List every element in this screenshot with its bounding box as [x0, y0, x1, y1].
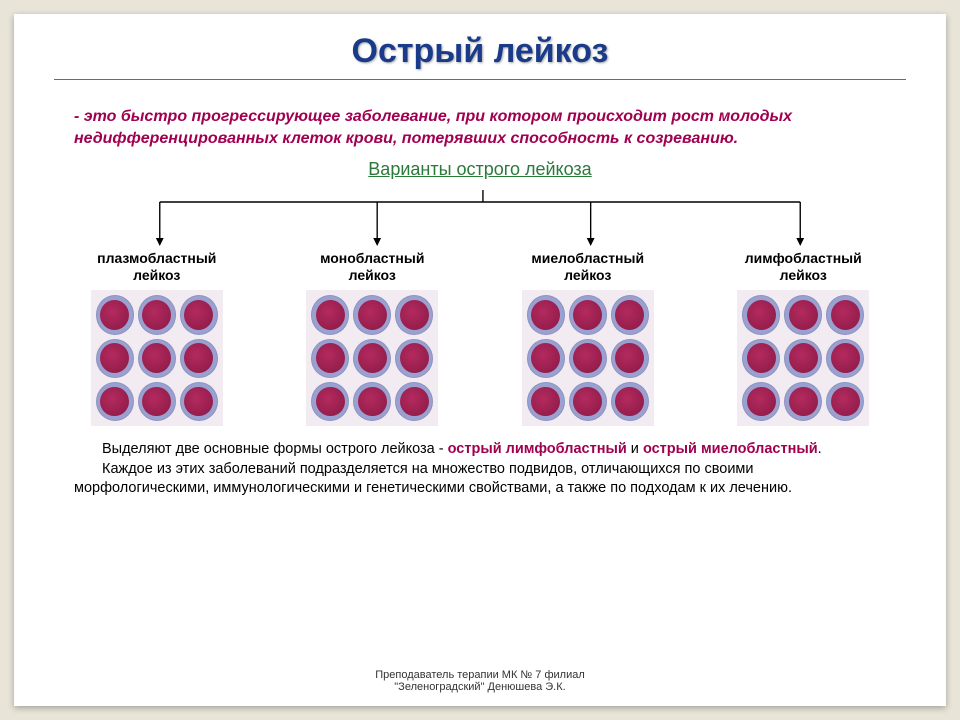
blood-cell-icon — [395, 295, 433, 334]
photo-frame: Острый лейкоз - это быстро прогрессирующ… — [0, 0, 960, 720]
blood-cell-icon — [353, 382, 391, 421]
blood-cell-icon — [180, 295, 218, 334]
blood-cell-icon — [138, 295, 176, 334]
blood-cell-icon — [138, 339, 176, 378]
footer-line2: "Зеленоградский" Денюшева Э.К. — [14, 681, 946, 694]
blood-cell-icon — [569, 339, 607, 378]
slide-canvas: Острый лейкоз - это быстро прогрессирующ… — [14, 14, 946, 706]
blood-cell-icon — [527, 382, 565, 421]
blood-cell-icon — [138, 382, 176, 421]
subtype-2: миелобластный лейкоз — [485, 250, 691, 426]
blood-cell-icon — [395, 382, 433, 421]
bottom-p1: Выделяют две основные формы острого лейк… — [74, 440, 886, 460]
blood-cell-icon — [742, 382, 780, 421]
p1-mid: и — [627, 441, 643, 457]
variants-heading: Варианты острого лейкоза — [54, 159, 906, 180]
blood-cell-icon — [395, 339, 433, 378]
subtype-0: плазмобластный лейкоз — [54, 250, 260, 426]
p1-hl2: острый миелобластный — [643, 441, 818, 457]
blood-cell-icon — [826, 339, 864, 378]
title-rule — [54, 79, 906, 80]
intro-dash: - — [74, 108, 79, 125]
blood-cell-icon — [96, 339, 134, 378]
subtype-1: монобластный лейкоз — [270, 250, 476, 426]
blood-cell-icon — [353, 339, 391, 378]
intro-text: это быстро прогрессирующее заболевание, … — [74, 108, 792, 147]
subtype-label: миелобластный лейкоз — [485, 250, 691, 284]
blood-cell-icon — [527, 295, 565, 334]
blood-cell-icon — [784, 295, 822, 334]
blood-cell-icon — [569, 382, 607, 421]
blood-cell-icon — [311, 295, 349, 334]
blood-cell-icon — [611, 382, 649, 421]
blood-cell-icon — [569, 295, 607, 334]
cell-panel — [91, 290, 223, 426]
slide-title: Острый лейкоз — [54, 32, 906, 71]
blood-cell-icon — [826, 295, 864, 334]
blood-cell-icon — [96, 382, 134, 421]
subtype-label: монобластный лейкоз — [270, 250, 476, 284]
blood-cell-icon — [353, 295, 391, 334]
blood-cell-icon — [742, 339, 780, 378]
p1-pre: Выделяют две основные формы острого лейк… — [102, 441, 448, 457]
blood-cell-icon — [611, 339, 649, 378]
footer-line1: Преподаватель терапии МК № 7 филиал — [14, 669, 946, 682]
blood-cell-icon — [611, 295, 649, 334]
footer: Преподаватель терапии МК № 7 филиал "Зел… — [14, 669, 946, 694]
blood-cell-icon — [311, 339, 349, 378]
p1-hl1: острый лимфобластный — [448, 441, 627, 457]
blood-cell-icon — [784, 339, 822, 378]
blood-cell-icon — [180, 382, 218, 421]
blood-cell-icon — [826, 382, 864, 421]
intro-paragraph: - это быстро прогрессирующее заболевание… — [54, 106, 906, 149]
blood-cell-icon — [311, 382, 349, 421]
blood-cell-icon — [180, 339, 218, 378]
subtype-label: плазмобластный лейкоз — [54, 250, 260, 284]
bottom-text: Выделяют две основные формы острого лейк… — [54, 440, 906, 499]
cell-panel — [522, 290, 654, 426]
blood-cell-icon — [784, 382, 822, 421]
blood-cell-icon — [527, 339, 565, 378]
subtype-row: плазмобластный лейкоз монобластный лейкоз… — [54, 250, 906, 426]
subtype-label: лимфобластный лейкоз — [701, 250, 907, 284]
blood-cell-icon — [96, 295, 134, 334]
cell-panel — [737, 290, 869, 426]
p1-post: . — [818, 441, 822, 457]
blood-cell-icon — [742, 295, 780, 334]
subtype-3: лимфобластный лейкоз — [701, 250, 907, 426]
bottom-p2: Каждое из этих заболеваний подразделяетс… — [74, 460, 886, 499]
diagram: плазмобластный лейкоз монобластный лейкоз… — [54, 184, 906, 434]
cell-panel — [306, 290, 438, 426]
